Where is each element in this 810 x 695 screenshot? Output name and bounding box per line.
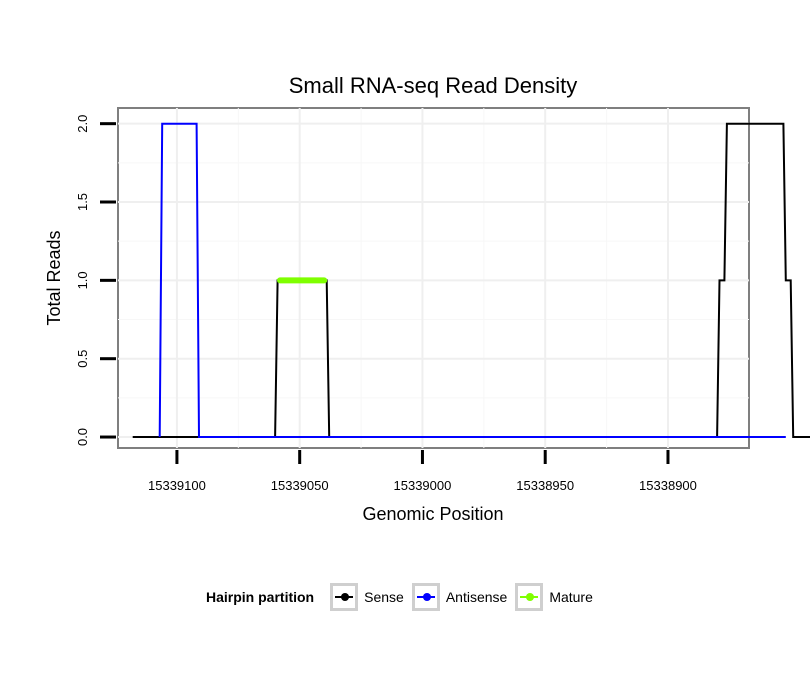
y-tick-label: 1.5: [75, 193, 90, 211]
grid-lines: [118, 108, 749, 448]
legend-title: Hairpin partition: [206, 589, 315, 605]
x-tick-label: 15339050: [271, 478, 329, 493]
y-tick-label: 1.0: [75, 271, 90, 289]
legend-label-mature: Mature: [549, 589, 593, 605]
legend-label-antisense: Antisense: [445, 589, 508, 605]
x-tick-label: 15339000: [394, 478, 452, 493]
x-axis-label: Genomic Position: [362, 504, 503, 524]
x-tick-label: 15339100: [148, 478, 206, 493]
series-line-antisense: [158, 122, 786, 438]
legend-key-sense: [330, 583, 359, 611]
legend-item-mature: Mature: [515, 583, 593, 611]
legend-item-sense: Sense: [330, 583, 404, 611]
legend-key-mature: [515, 583, 544, 611]
y-tick-label: 0.5: [75, 350, 90, 368]
legend-item-antisense: Antisense: [411, 583, 508, 611]
x-axis: 15339100 15339050 15339000 15338950 15338900: [148, 450, 697, 493]
series-lines: [132, 122, 810, 438]
y-tick-label: 0.0: [75, 428, 90, 446]
legend-key-antisense: [411, 583, 440, 611]
legend-label-sense: Sense: [364, 589, 404, 605]
chart-title: Small RNA-seq Read Density: [289, 73, 578, 98]
x-tick-label: 15338950: [516, 478, 574, 493]
y-tick-label: 2.0: [75, 115, 90, 133]
legend: Hairpin partition Sense Antisense Mature: [206, 580, 601, 614]
plot-panel: [117, 107, 750, 449]
x-tick-label: 15338900: [639, 478, 697, 493]
y-axis-label: Total Reads: [44, 230, 64, 325]
y-axis: 0.0 0.5 1.0 1.5 2.0: [75, 115, 116, 446]
